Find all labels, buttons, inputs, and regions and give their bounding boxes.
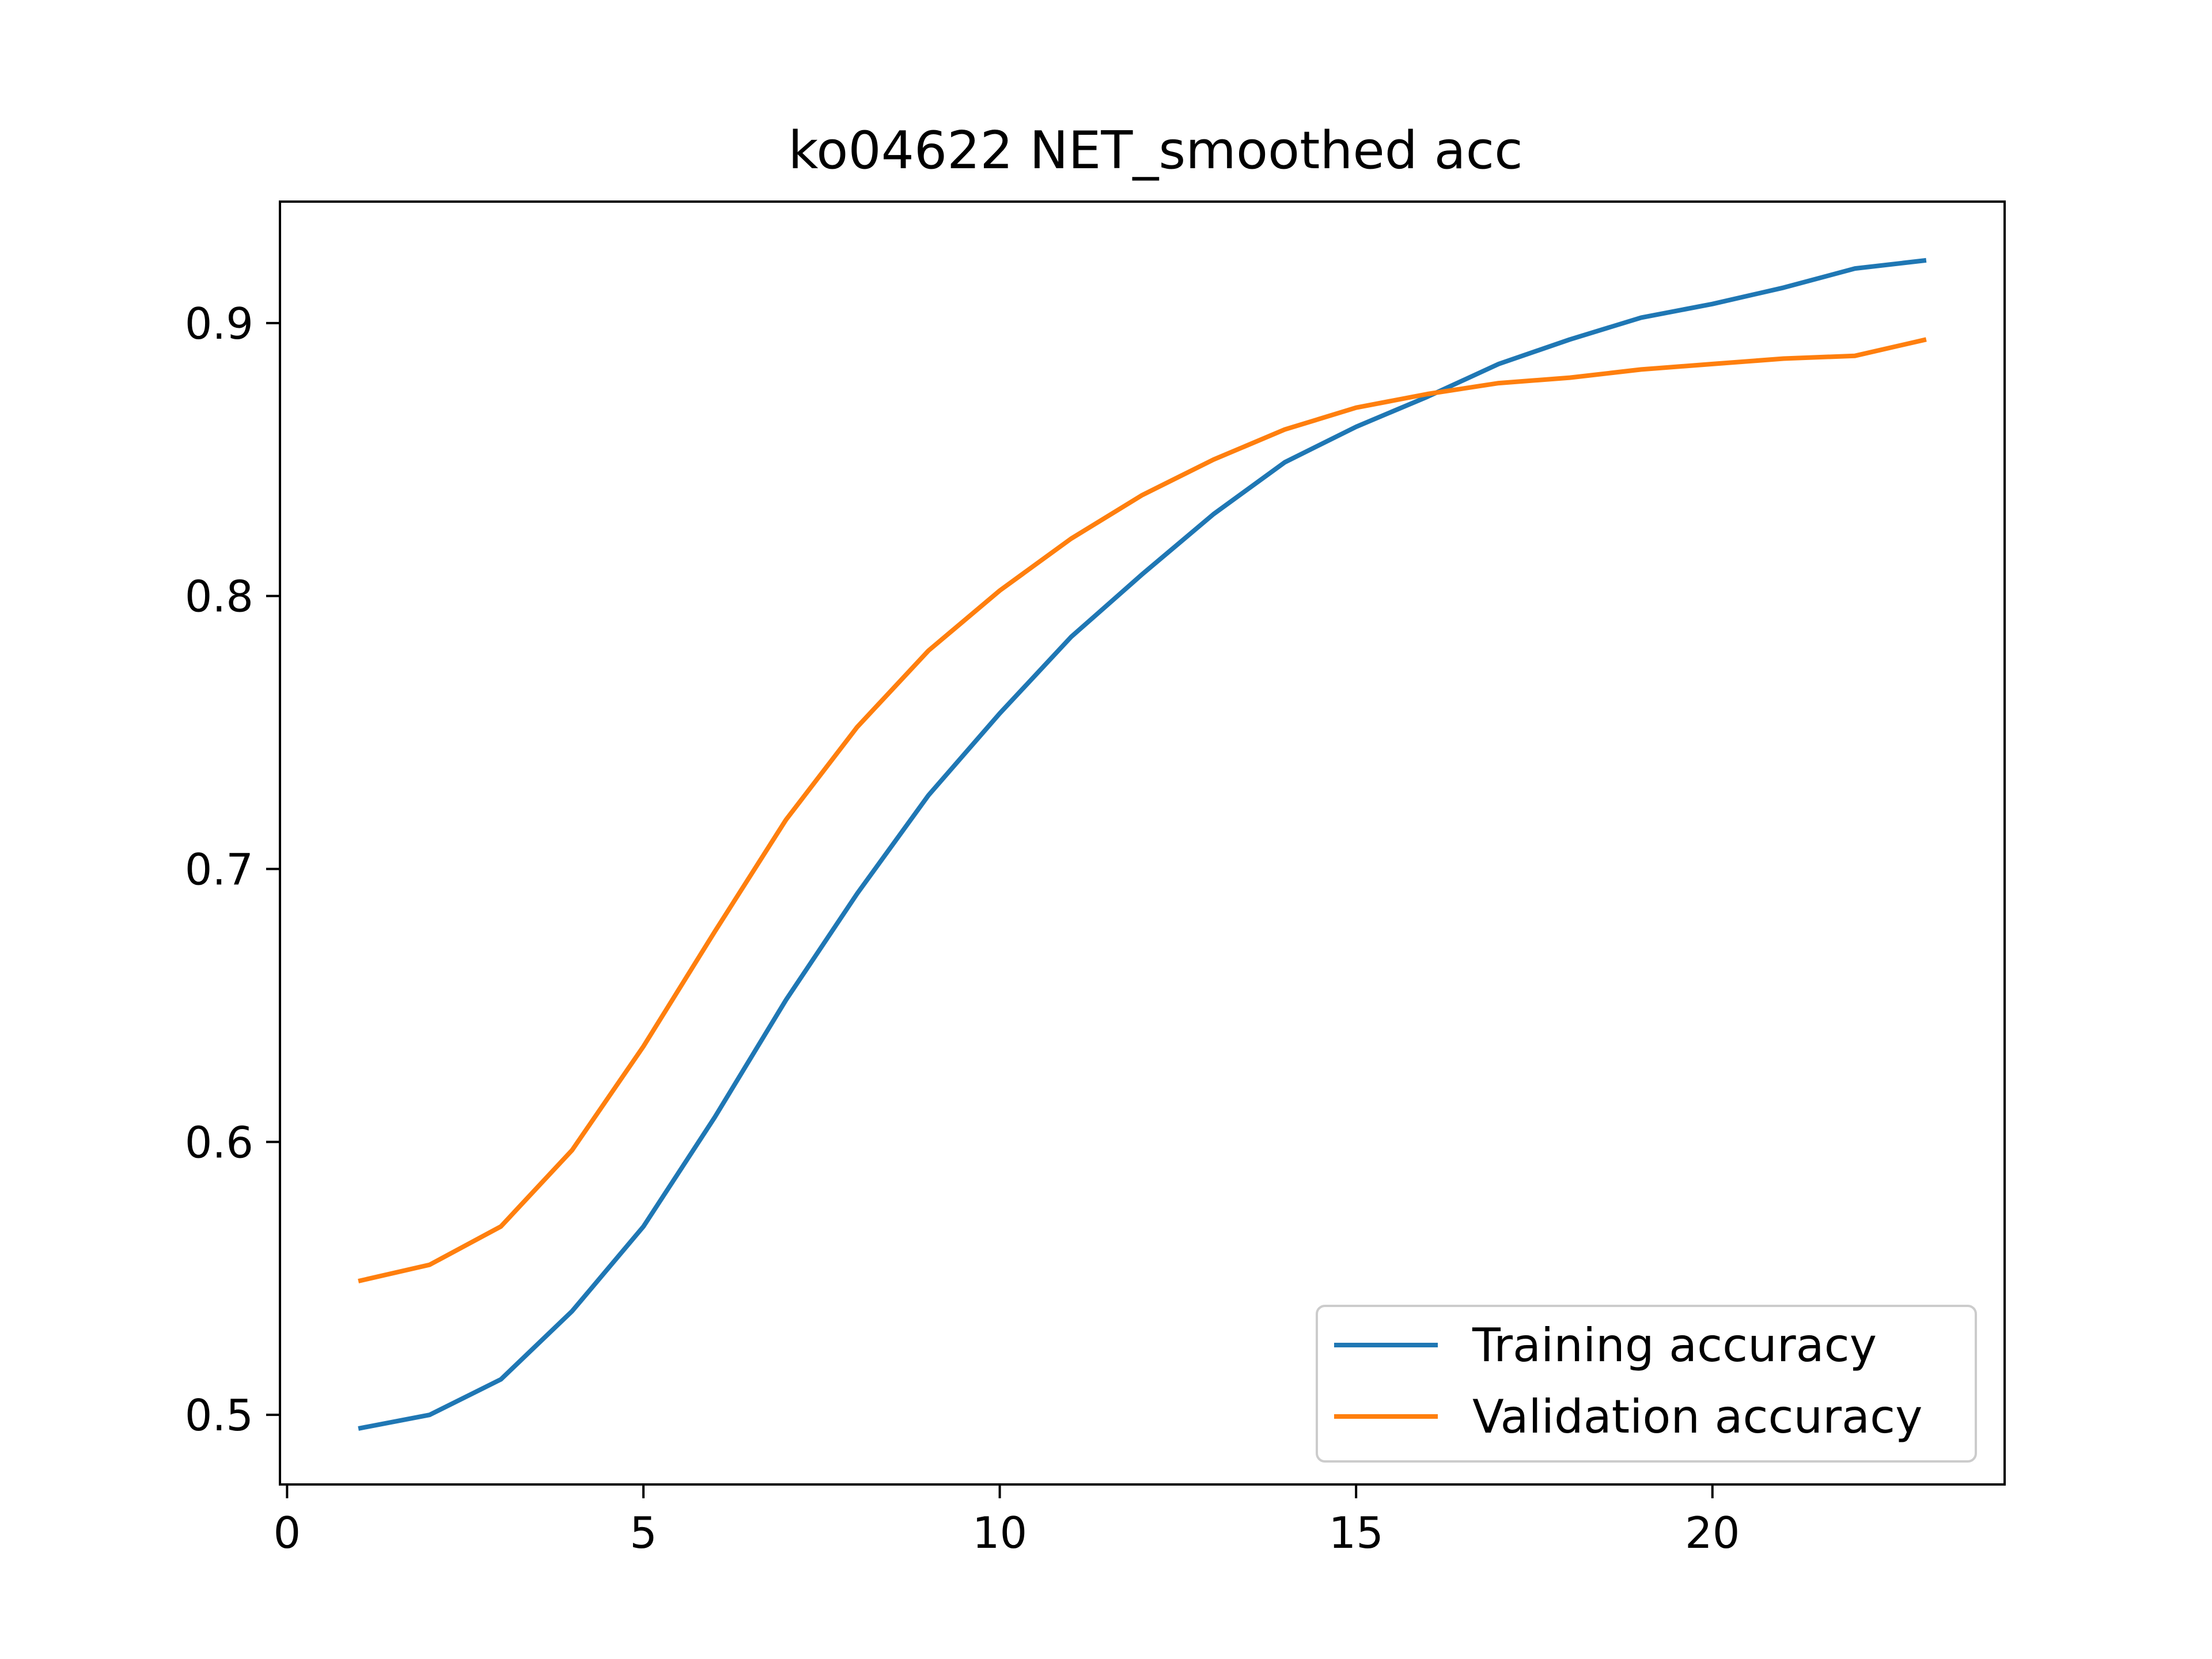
x-tick-label: 15: [1328, 1508, 1383, 1558]
chart-title: ko04622 NET_smoothed acc: [788, 120, 1522, 181]
y-tick-label: 0.9: [185, 298, 253, 349]
y-axis: 0.5 0.6 0.7 0.8 0.9: [185, 298, 280, 1441]
x-tick-label: 10: [972, 1508, 1027, 1558]
y-tick-label: 0.6: [185, 1117, 253, 1168]
series-line-training: [358, 257, 1927, 1431]
y-tick-label: 0.8: [185, 571, 253, 622]
series-line-validation: [358, 337, 1927, 1283]
legend: Training accuracy Validation accuracy: [1316, 1305, 1977, 1463]
legend-box: [1316, 1305, 1977, 1463]
x-axis: 0 5 10 15 20: [274, 1484, 1740, 1558]
series-lines: [358, 257, 1927, 1431]
plot-area-frame: [279, 200, 2006, 1486]
x-tick-label: 5: [630, 1508, 657, 1558]
x-tick-label: 0: [274, 1508, 301, 1558]
legend-label-validation: Validation accuracy: [1472, 1390, 1922, 1444]
y-tick-label: 0.7: [185, 844, 253, 895]
x-tick-label: 20: [1685, 1508, 1740, 1558]
y-tick-label: 0.5: [185, 1390, 253, 1441]
legend-label-training: Training accuracy: [1472, 1319, 1877, 1372]
